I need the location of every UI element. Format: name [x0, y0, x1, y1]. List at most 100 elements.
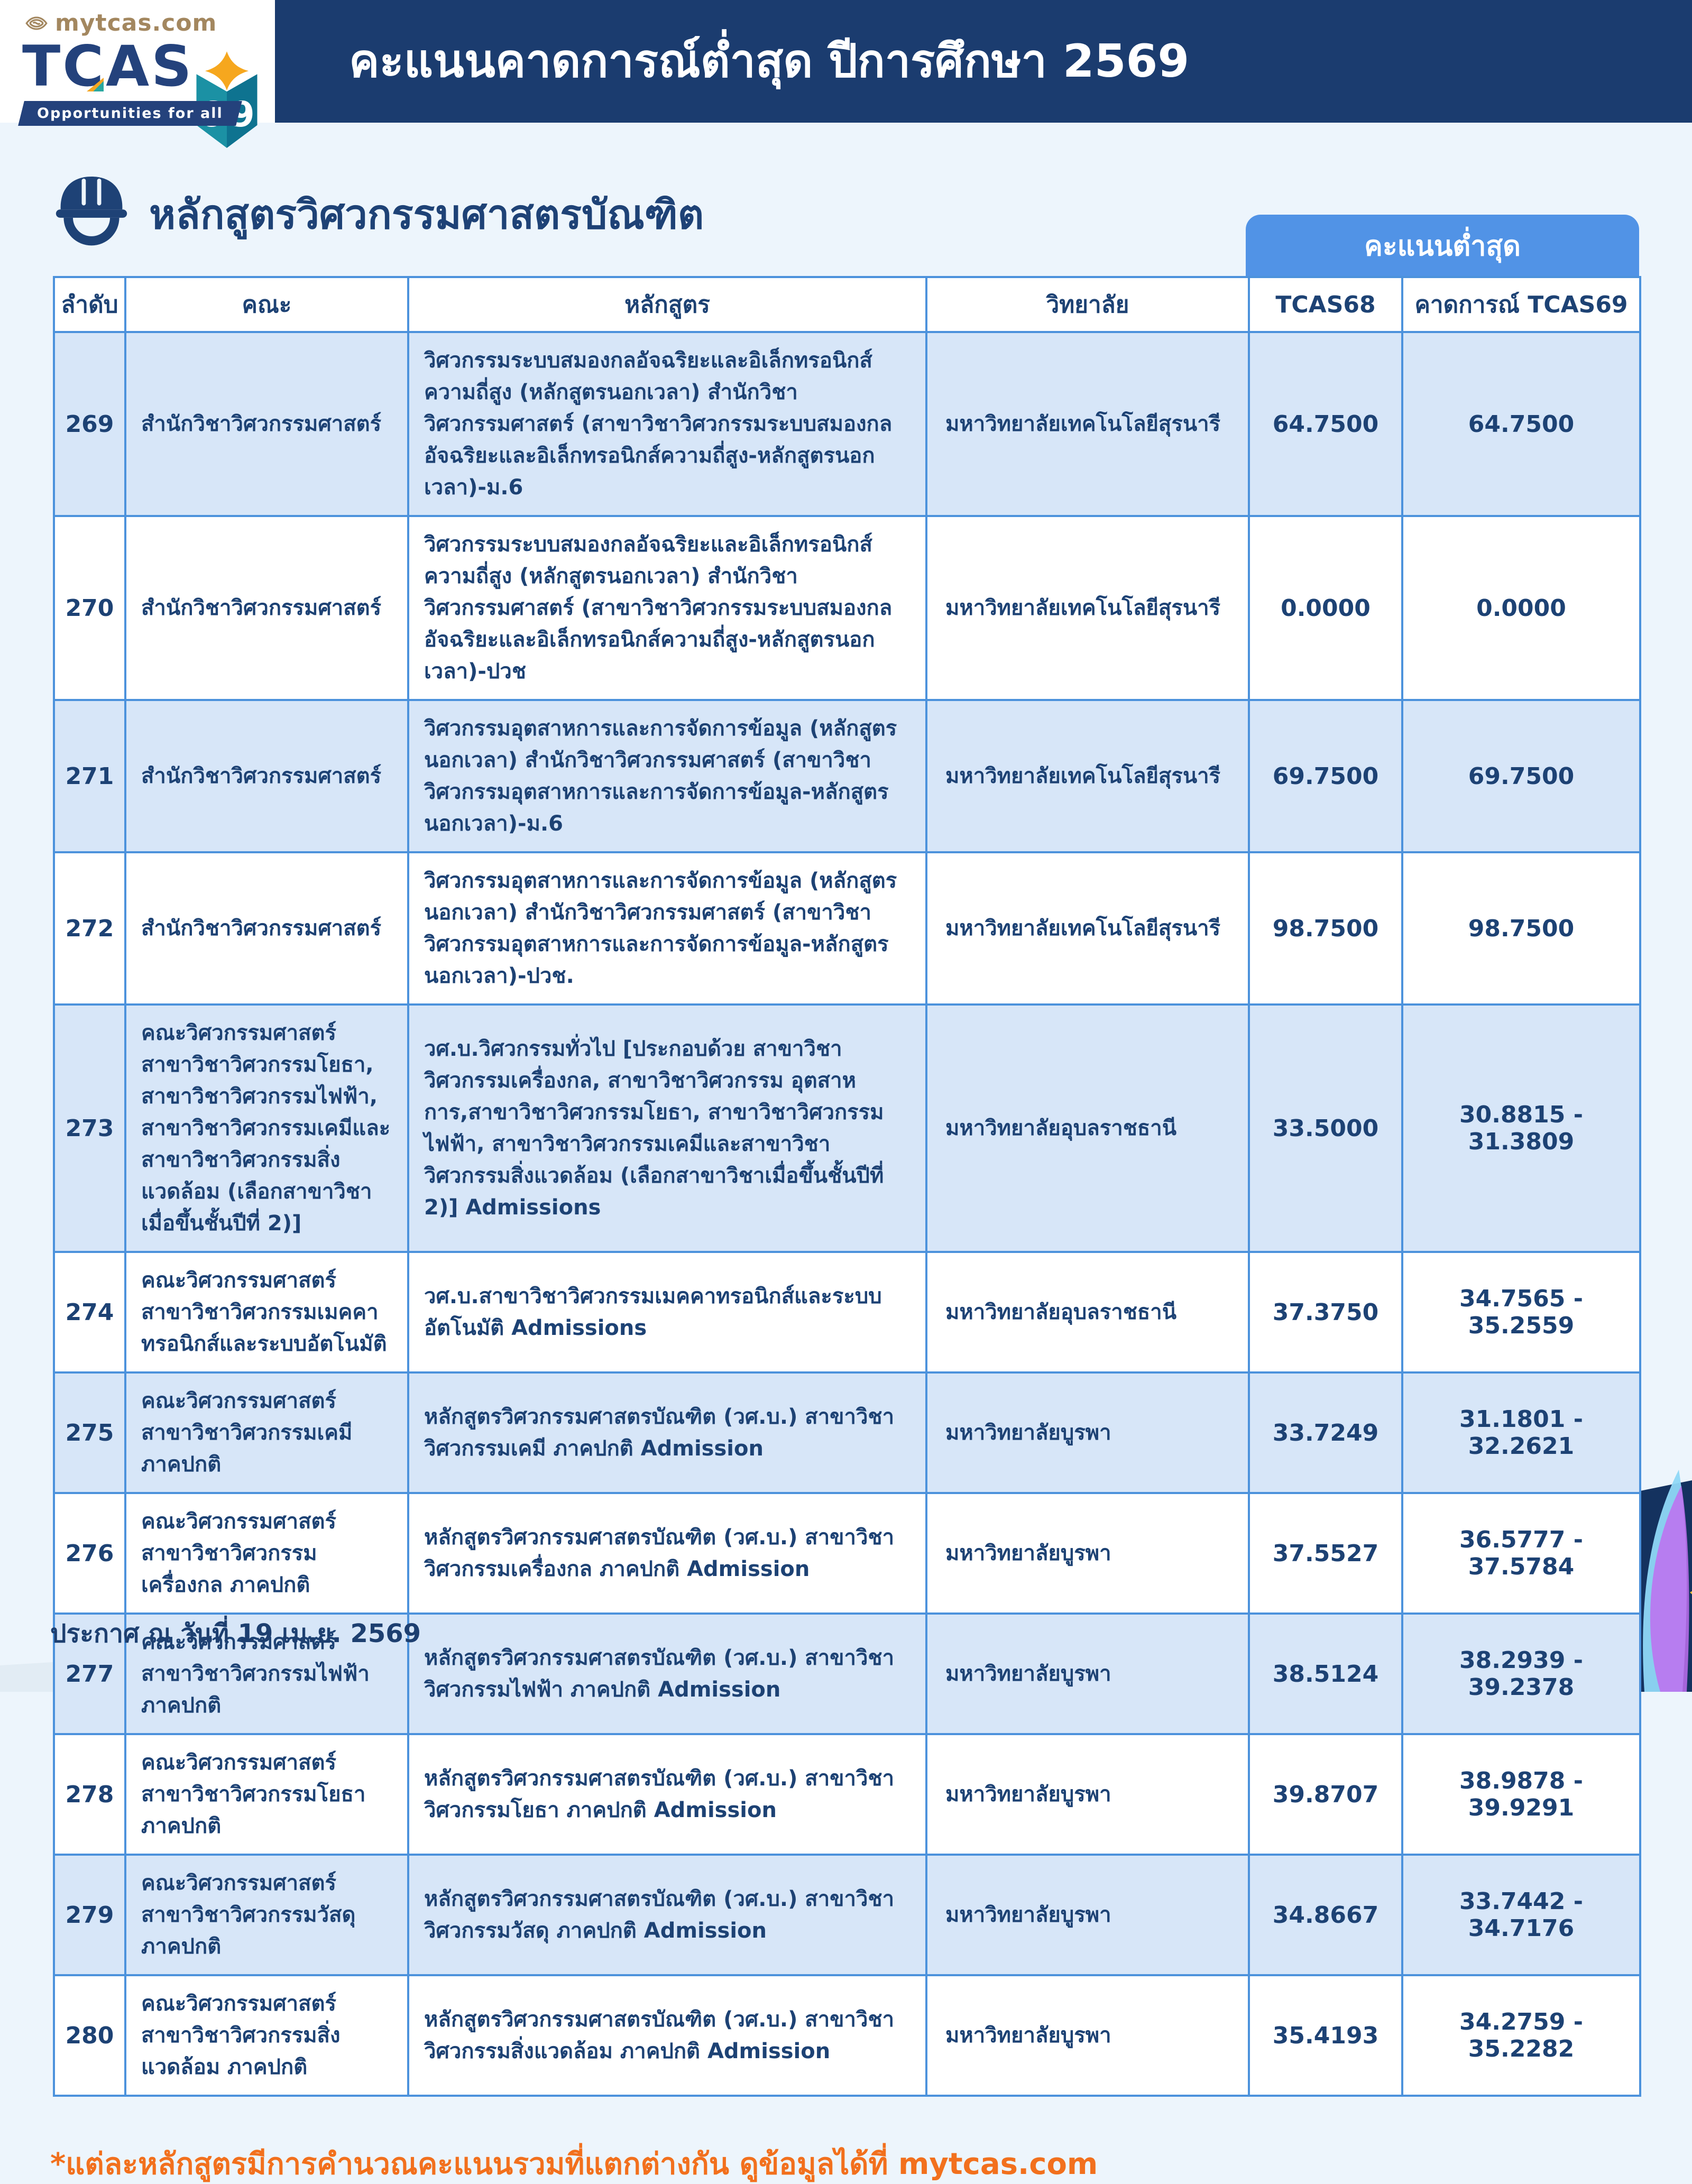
cell-no: 271 — [53, 699, 126, 853]
column-header-no: ลำดับ — [53, 276, 126, 333]
cell-no: 270 — [53, 515, 126, 701]
cell-tcas69: 64.7500 — [1401, 331, 1641, 517]
cell-tcas68: 39.8707 — [1248, 1733, 1403, 1856]
column-header-university: วิทยาลัย — [925, 276, 1250, 333]
cell-faculty: คณะวิศวกรรมศาสตร์ สาขาวิชาวิศวกรรมเครื่อ… — [124, 1492, 409, 1615]
cell-program: หลักสูตรวิศวกรรมศาสตรบัณฑิต (วศ.บ.) สาขา… — [407, 1612, 927, 1735]
footnote: *แต่ละหลักสูตรมีการคำนวณคะแนนรวมที่แตกต่… — [50, 2147, 1098, 2181]
cell-program: วิศวกรรมระบบสมองกลอัจฉริยะและอิเล็กทรอนิ… — [407, 331, 927, 517]
cell-university: มหาวิทยาลัยบูรพา — [925, 1612, 1250, 1735]
tcas69-book-logo: 6 9 — [196, 51, 258, 148]
cell-program: หลักสูตรวิศวกรรมศาสตรบัณฑิต (วศ.บ.) สาขา… — [407, 1371, 927, 1494]
cell-faculty: สำนักวิชาวิศวกรรมศาสตร์ — [124, 851, 409, 1006]
cell-tcas69: 69.7500 — [1401, 699, 1641, 853]
cell-university: มหาวิทยาลัยอุบลราชธานี — [925, 1251, 1250, 1374]
cell-no: 275 — [53, 1371, 126, 1494]
cell-program: หลักสูตรวิศวกรรมศาสตรบัณฑิต (วศ.บ.) สาขา… — [407, 1974, 927, 2097]
cell-program: วศ.บ.สาขาวิชาวิศวกรรมเมคคาทรอนิกส์และระบ… — [407, 1251, 927, 1374]
table-row: 279 คณะวิศวกรรมศาสตร์ สาขาวิชาวิศวกรรมวัส… — [53, 1854, 1641, 1976]
cell-faculty: สำนักวิชาวิศวกรรมศาสตร์ — [124, 515, 409, 701]
cell-university: มหาวิทยาลัยเทคโนโลยีสุรนารี — [925, 515, 1250, 701]
cell-university: มหาวิทยาลัยเทคโนโลยีสุรนารี — [925, 851, 1250, 1006]
table-body: 269 สำนักวิชาวิศวกรรมศาสตร์ วิศวกรรมระบบสม… — [53, 331, 1641, 2097]
cell-tcas68: 38.5124 — [1248, 1612, 1403, 1735]
table-row: 274 คณะวิศวกรรมศาสตร์ สาขาวิชาวิศวกรรมเมค… — [53, 1251, 1641, 1374]
cell-no: 280 — [53, 1974, 126, 2097]
tagline-text: Opportunities for all — [37, 105, 223, 122]
cell-tcas69: 33.7442 - 34.7176 — [1401, 1854, 1641, 1976]
cell-program: หลักสูตรวิศวกรรมศาสตรบัณฑิต (วศ.บ.) สาขา… — [407, 1492, 927, 1615]
cell-program: วศ.บ.วิศวกรรมทั่วไป [ประกอบด้วย สาขาวิชา… — [407, 1003, 927, 1253]
table-row: 269 สำนักวิชาวิศวกรรมศาสตร์ วิศวกรรมระบบสม… — [53, 331, 1641, 517]
cell-program: หลักสูตรวิศวกรรมศาสตรบัณฑิต (วศ.บ.) สาขา… — [407, 1733, 927, 1856]
table-header-row: ลำดับ คณะ หลักสูตร วิทยาลัย TCAS68 คาดการณ์ T… — [53, 276, 1641, 333]
cell-faculty: คณะวิศวกรรมศาสตร์ สาขาวิชาวิศวกรรมเคมี ภ… — [124, 1371, 409, 1494]
cell-tcas68: 69.7500 — [1248, 699, 1403, 853]
cell-university: มหาวิทยาลัยบูรพา — [925, 1733, 1250, 1856]
cell-faculty: คณะวิศวกรรมศาสตร์ สาขาวิชาวิศวกรรมโยธา, … — [124, 1003, 409, 1253]
mytcas-site-label: mytcas.com — [55, 10, 217, 36]
table-row: 275 คณะวิศวกรรมศาสตร์ สาขาวิชาวิศวกรรมเคม… — [53, 1371, 1641, 1494]
cell-tcas69: 36.5777 - 37.5784 — [1401, 1492, 1641, 1615]
cell-tcas68: 64.7500 — [1248, 331, 1403, 517]
column-header-faculty: คณะ — [124, 276, 409, 333]
table-row: 270 สำนักวิชาวิศวกรรมศาสตร์ วิศวกรรมระบบสม… — [53, 515, 1641, 701]
cell-university: มหาวิทยาลัยบูรพา — [925, 1371, 1250, 1494]
cell-program: หลักสูตรวิศวกรรมศาสตรบัณฑิต (วศ.บ.) สาขา… — [407, 1854, 927, 1976]
table-header: ลำดับ คณะ หลักสูตร วิทยาลัย TCAS68 คาดการณ์ T… — [53, 276, 1641, 333]
cell-tcas69: 34.2759 - 35.2282 — [1401, 1974, 1641, 2097]
table-row: 272 สำนักวิชาวิศวกรรมศาสตร์ วิศวกรรมอุตสาห… — [53, 851, 1641, 1006]
cell-university: มหาวิทยาลัยบูรพา — [925, 1854, 1250, 1976]
page-title: คะแนนคาดการณ์ต่ำสุด ปีการศึกษา 2569 — [349, 34, 1190, 88]
cell-tcas69: 38.9878 - 39.9291 — [1401, 1733, 1641, 1856]
mytcas-brand-row: mytcas.com — [24, 10, 275, 36]
table-row: 280 คณะวิศวกรรมศาสตร์ สาขาวิชาวิศวกรรมสิ่… — [53, 1974, 1641, 2097]
cell-tcas69: 0.0000 — [1401, 515, 1641, 701]
table-row: 278 คณะวิศวกรรมศาสตร์ สาขาวิชาวิศวกรรมโยธ… — [53, 1733, 1641, 1856]
cell-university: มหาวิทยาลัยเทคโนโลยีสุรนารี — [925, 331, 1250, 517]
column-header-tcas69: คาดการณ์ TCAS69 — [1401, 276, 1641, 333]
cell-tcas68: 37.5527 — [1248, 1492, 1403, 1615]
column-header-tcas68: TCAS68 — [1248, 276, 1403, 333]
cell-tcas69: 34.7565 - 35.2559 — [1401, 1251, 1641, 1374]
table-row: 276 คณะวิศวกรรมศาสตร์ สาขาวิชาวิศวกรรมเคร… — [53, 1492, 1641, 1615]
main-content: หลักสูตรวิศวกรรมศาสตรบัณฑิต คะแนนต่ำสุด … — [0, 153, 1692, 2184]
cell-faculty: คณะวิศวกรรมศาสตร์ สาขาวิชาวิศวกรรมเมคคาท… — [124, 1251, 409, 1374]
header-bar: mytcas.com TCAS 6 9 Opportunities for al… — [0, 0, 1692, 148]
cell-faculty: คณะวิศวกรรมศาสตร์ สาขาวิชาวิศวกรรมวัสดุ … — [124, 1854, 409, 1976]
cell-tcas68: 33.5000 — [1248, 1003, 1403, 1253]
cell-faculty: สำนักวิชาวิศวกรรมศาสตร์ — [124, 331, 409, 517]
cell-program: วิศวกรรมอุตสาหการและการจัดการข้อมูล (หลั… — [407, 699, 927, 853]
tcas-logo: mytcas.com TCAS 6 9 Opportunities for al… — [0, 0, 275, 148]
cell-no: 269 — [53, 331, 126, 517]
cell-no: 278 — [53, 1733, 126, 1856]
cell-university: มหาวิทยาลัยเทคโนโลยีสุรนารี — [925, 699, 1250, 853]
cell-tcas69: 38.2939 - 39.2378 — [1401, 1612, 1641, 1735]
cell-no: 279 — [53, 1854, 126, 1976]
table-row: 273 คณะวิศวกรรมศาสตร์ สาขาวิชาวิศวกรรมโยธ… — [53, 1003, 1641, 1253]
cell-tcas68: 35.4193 — [1248, 1974, 1403, 2097]
cell-tcas68: 0.0000 — [1248, 515, 1403, 701]
cell-no: 273 — [53, 1003, 126, 1253]
cell-faculty: คณะวิศวกรรมศาสตร์ สาขาวิชาวิศวกรรมสิ่งแว… — [124, 1974, 409, 2097]
cell-tcas69: 98.7500 — [1401, 851, 1641, 1006]
cell-university: มหาวิทยาลัยบูรพา — [925, 1492, 1250, 1615]
tagline-banner: Opportunities for all — [18, 101, 242, 126]
cell-tcas68: 34.8667 — [1248, 1854, 1403, 1976]
min-score-group-header: คะแนนต่ำสุด — [1246, 215, 1639, 276]
cell-university: มหาวิทยาลัยอุบลราชธานี — [925, 1003, 1250, 1253]
mytcas-eye-icon — [25, 16, 48, 30]
cell-no: 274 — [53, 1251, 126, 1374]
scores-table: ลำดับ คณะ หลักสูตร วิทยาลัย TCAS68 คาดการณ์ T… — [53, 276, 1641, 2097]
tcas-wordmark: TCAS — [22, 34, 194, 99]
cell-faculty: สำนักวิชาวิศวกรรมศาสตร์ — [124, 699, 409, 853]
engineer-helmet-gear-icon — [56, 176, 127, 246]
cell-program: วิศวกรรมระบบสมองกลอัจฉริยะและอิเล็กทรอนิ… — [407, 515, 927, 701]
cell-university: มหาวิทยาลัยบูรพา — [925, 1974, 1250, 2097]
cell-tcas68: 33.7249 — [1248, 1371, 1403, 1494]
cell-tcas68: 98.7500 — [1248, 851, 1403, 1006]
published-date: ประกาศ ณ วันที่ 19 เม.ย. 2569 — [50, 1619, 421, 1648]
section-title: หลักสูตรวิศวกรรมศาสตรบัณฑิต — [149, 191, 704, 238]
cell-tcas69: 31.1801 - 32.2621 — [1401, 1371, 1641, 1494]
